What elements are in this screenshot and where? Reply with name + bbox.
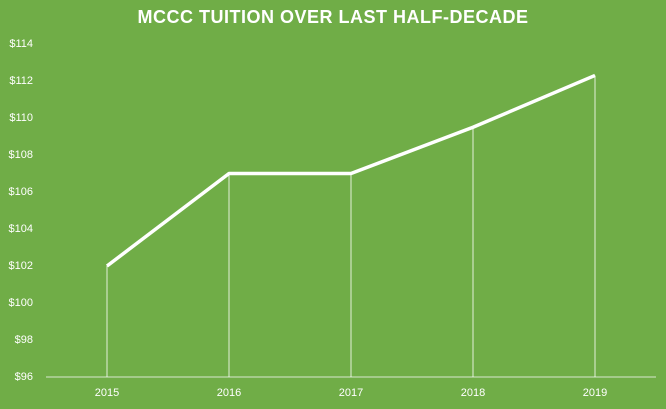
y-tick-label: $112	[9, 75, 33, 87]
y-tick-label: $108	[9, 149, 33, 161]
x-tick-label: 2018	[461, 387, 485, 399]
x-tick-label: 2015	[95, 387, 119, 399]
y-tick-label: $102	[9, 260, 33, 272]
line	[105, 73, 596, 268]
x-tick-label: 2019	[583, 387, 607, 399]
x-tick-label: 2016	[217, 387, 241, 399]
y-tick-label: $96	[15, 371, 33, 383]
x-tick-label: 2017	[339, 387, 363, 399]
y-tick-label: $110	[9, 112, 33, 124]
y-tick-label: $100	[9, 297, 33, 309]
y-tick-label: $98	[15, 334, 33, 346]
y-tick-label: $104	[9, 223, 33, 235]
y-tick-label: $114	[9, 38, 33, 50]
y-tick-label: $106	[9, 186, 33, 198]
chart-title: MCCC TUITION OVER LAST HALF-DECADE	[138, 7, 529, 27]
